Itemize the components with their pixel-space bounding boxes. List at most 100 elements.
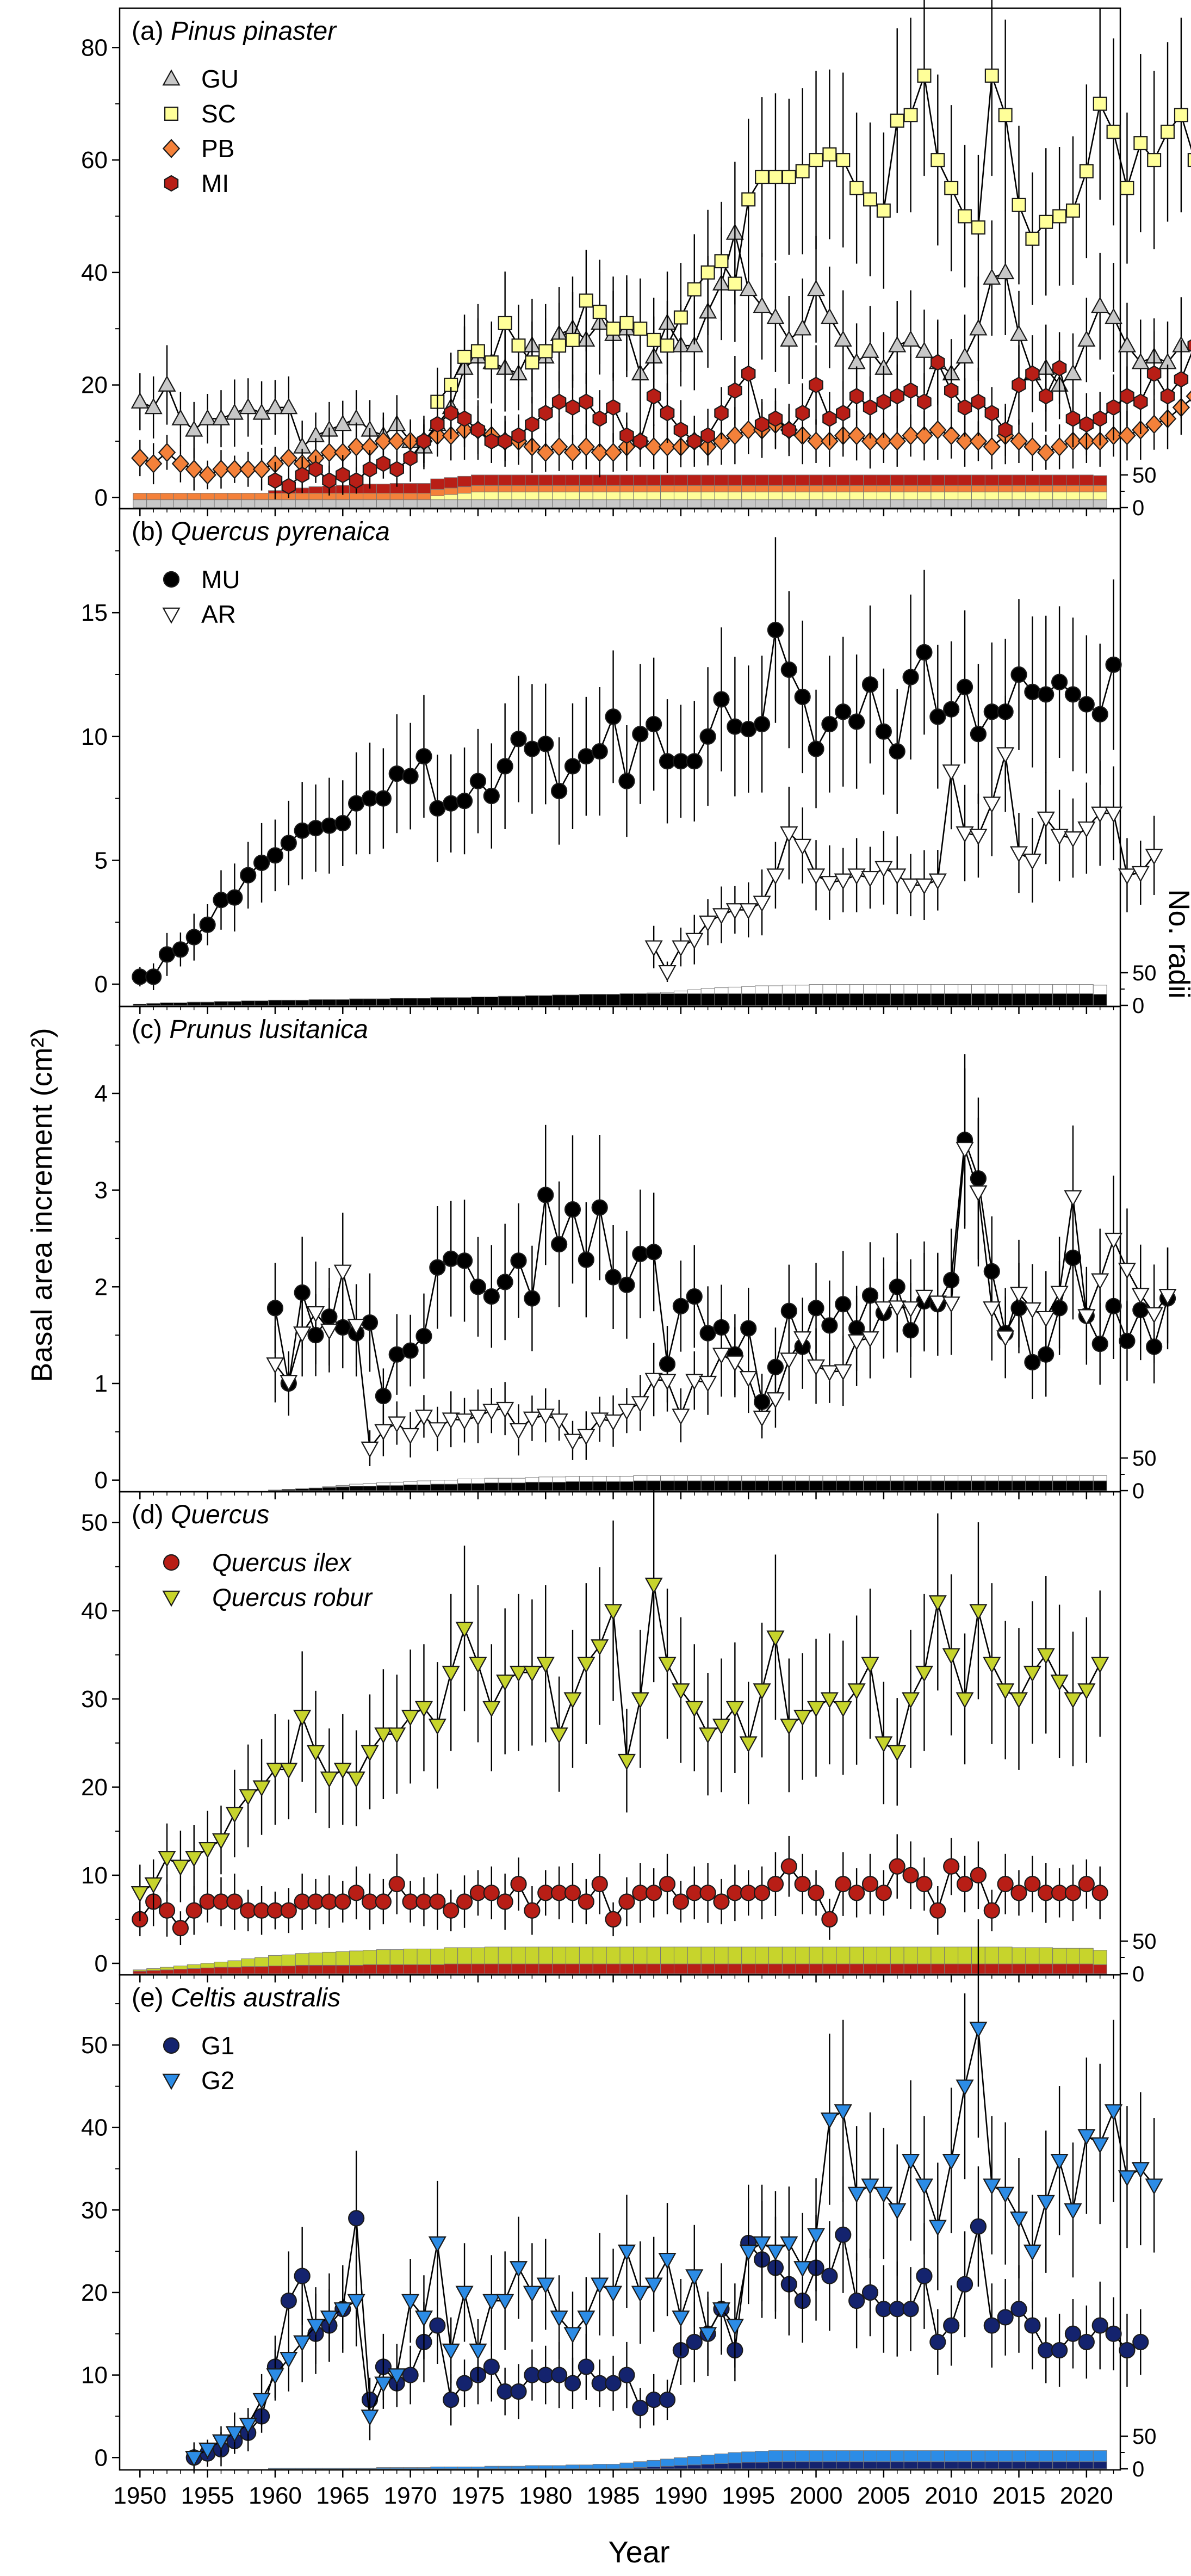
data-point	[996, 1330, 1015, 1347]
radii-bar-pb	[1012, 485, 1026, 492]
data-point	[956, 826, 974, 843]
data-point	[1091, 296, 1109, 313]
radii-bar-pb	[187, 493, 201, 501]
radii-bar-mi	[511, 474, 526, 486]
radii-bar-quercus-ilex	[673, 1963, 688, 1974]
data-point	[956, 1875, 973, 1893]
x-tick-label: 2015	[993, 2482, 1046, 2509]
radii-bar-g2	[444, 2466, 458, 2469]
panel-title: (d) Quercus	[132, 1500, 269, 1529]
radii-bar-mi	[538, 474, 553, 486]
radii-bar-sc	[863, 491, 877, 501]
radii-bar-gu	[160, 499, 174, 508]
legend-label: MU	[201, 565, 240, 594]
data-point	[334, 815, 351, 832]
radii-bar-mu	[768, 1480, 783, 1491]
radii-bar-ar	[700, 1475, 715, 1481]
data-point	[928, 1295, 947, 1312]
data-point	[1064, 686, 1082, 703]
radii-bar-g1	[903, 2461, 918, 2469]
radii-bar-g2	[349, 2468, 364, 2469]
data-point	[1145, 849, 1163, 865]
data-point	[672, 940, 690, 957]
radii-bar-mu	[1025, 1480, 1040, 1491]
data-point	[185, 1851, 203, 1868]
radii-bar-g2	[647, 2460, 661, 2467]
data-point	[185, 929, 202, 946]
radii-bar-sc	[660, 491, 674, 501]
data-point	[564, 2375, 581, 2392]
data-point	[766, 1392, 785, 1409]
radii-bar-quercus-robur	[619, 1947, 634, 1965]
radii-bar-quercus-robur	[295, 1953, 309, 1966]
data-point	[820, 876, 839, 893]
radii-bar-quercus-robur	[363, 1950, 377, 1965]
data-point	[579, 393, 594, 410]
data-point	[714, 254, 729, 269]
data-point	[780, 1302, 797, 1319]
y-axis-label: Basal area increment (cm²)	[26, 1028, 58, 1382]
radii-bar-quercus-ilex	[308, 1965, 323, 1974]
radii-bar-gu	[552, 499, 567, 508]
panel-title: (c) Prunus lusitanica	[132, 1015, 368, 1044]
radii-bar-ar	[849, 1475, 864, 1481]
radii-bar-mu	[673, 1480, 688, 1491]
radii-bar-mu	[511, 996, 526, 1006]
data-point	[537, 1187, 554, 1203]
radii-bar-ar	[795, 1475, 810, 1481]
radii-bar-pb	[998, 485, 1013, 492]
radii-bar-ar	[1039, 1475, 1053, 1481]
data-point	[266, 1300, 284, 1317]
radii-bar-quercus-ilex	[227, 1967, 242, 1974]
data-point	[280, 2351, 298, 2368]
data-point	[333, 2302, 352, 2319]
panel-title-species: Pinus pinaster	[171, 17, 337, 46]
radii-bar-mu	[890, 1480, 904, 1491]
data-point	[1091, 1657, 1109, 1673]
radii-bar-mi	[876, 474, 891, 486]
radii-bar-g2	[417, 2467, 431, 2469]
radii-bar-sc	[984, 491, 999, 501]
data-point	[469, 1410, 487, 1426]
data-point	[415, 748, 432, 765]
radii-bar-g2	[660, 2458, 674, 2467]
radii-bar-g2	[1012, 2450, 1026, 2462]
data-point	[835, 1875, 852, 1893]
data-point	[591, 1875, 608, 1893]
radii-bar-pb	[1039, 485, 1053, 492]
radii-bar-mi	[795, 474, 810, 486]
legend-label: SC	[201, 100, 236, 128]
data-point	[673, 422, 688, 438]
data-point	[375, 790, 392, 807]
radii-bar-quercus-ilex	[389, 1964, 404, 1974]
data-point	[158, 1851, 176, 1868]
radii-bar-quercus-robur	[187, 1964, 201, 1969]
data-point	[1050, 1675, 1069, 1691]
radii-bar-pb	[133, 493, 147, 501]
data-point	[727, 718, 743, 735]
data-point	[225, 1807, 244, 1824]
data-point	[740, 420, 758, 440]
radii-bar-mu	[1066, 1480, 1080, 1491]
radii-bar-ar	[687, 989, 702, 994]
data-point	[362, 461, 377, 478]
radii-bar-quercus-ilex	[484, 1963, 499, 1974]
radii-bar-mu	[606, 994, 621, 1006]
data-point	[658, 1657, 677, 1673]
data-point	[552, 338, 567, 353]
radii-bar-sc	[849, 491, 864, 501]
radii-bar-sc	[511, 491, 526, 501]
radii-bar-quercus-ilex	[1012, 1963, 1026, 1974]
data-point	[306, 1306, 325, 1323]
y-ticks: 0 1 2 3 4	[95, 1045, 120, 1494]
radii-bar-mu	[849, 993, 864, 1006]
data-point	[551, 782, 568, 800]
data-point	[1009, 324, 1028, 341]
radii-bar-pb	[890, 485, 904, 492]
data-point	[333, 1264, 352, 1281]
radii-bar-mi	[417, 483, 431, 494]
data-point	[619, 316, 634, 330]
data-point	[632, 2400, 649, 2417]
data-point	[780, 661, 797, 678]
radii-bar-ar	[984, 1475, 999, 1481]
